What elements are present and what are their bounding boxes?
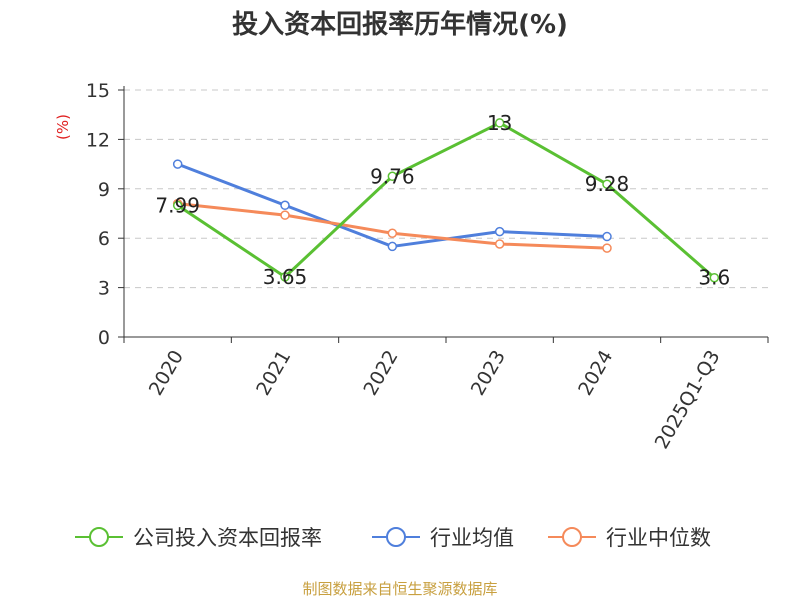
data-label: 3.65 bbox=[263, 265, 308, 289]
chart-title: 投入资本回报率历年情况(%) bbox=[232, 10, 568, 40]
data-point bbox=[172, 159, 183, 169]
data-point bbox=[387, 171, 398, 182]
data-label: 9.76 bbox=[370, 164, 415, 188]
data-point bbox=[280, 200, 290, 211]
y-tick-label: 3 bbox=[98, 278, 110, 300]
data-point bbox=[602, 179, 612, 189]
data-point bbox=[387, 241, 398, 252]
legend-label: 公司投入资本回报率 bbox=[133, 526, 322, 550]
y-tick-label: 15 bbox=[86, 80, 110, 102]
y-tick-label: 6 bbox=[98, 228, 110, 250]
y-tick-label: 12 bbox=[86, 129, 110, 151]
data-point bbox=[387, 228, 398, 239]
data-label: 7.99 bbox=[155, 193, 200, 217]
source-footer: 制图数据来自恒生聚源数据库 bbox=[302, 580, 498, 598]
legend-label: 行业均值 bbox=[430, 526, 514, 550]
series-line bbox=[177, 202, 608, 250]
legend-label: 行业中位数 bbox=[606, 526, 711, 550]
legend-swatch-marker bbox=[89, 527, 109, 547]
data-point bbox=[602, 243, 612, 253]
y-axis-label: (%) bbox=[54, 114, 72, 140]
x-tick-label: 2023 bbox=[467, 347, 510, 400]
y-tick-label: 9 bbox=[98, 179, 110, 201]
y-tick-label: 0 bbox=[98, 327, 110, 349]
data-point bbox=[172, 200, 183, 211]
data-label: 3.6 bbox=[698, 266, 730, 290]
data-point bbox=[280, 272, 290, 282]
data-point bbox=[494, 226, 505, 237]
data-point bbox=[280, 210, 290, 220]
x-tick-label: 2021 bbox=[252, 347, 295, 400]
data-label: 9.28 bbox=[585, 172, 630, 196]
x-tick-label: 2022 bbox=[359, 347, 402, 400]
legend-swatch-marker bbox=[562, 527, 582, 547]
x-tick-label: 2024 bbox=[574, 347, 617, 400]
x-tick-label: 2020 bbox=[145, 347, 188, 400]
x-tick-label: 2025Q1-Q3 bbox=[651, 347, 725, 453]
data-point bbox=[709, 272, 720, 283]
data-point bbox=[494, 239, 505, 249]
legend-swatch-marker bbox=[386, 527, 406, 547]
data-point bbox=[602, 231, 612, 242]
data-point bbox=[494, 118, 505, 128]
data-label: 13 bbox=[487, 111, 512, 135]
series-line bbox=[176, 121, 716, 279]
